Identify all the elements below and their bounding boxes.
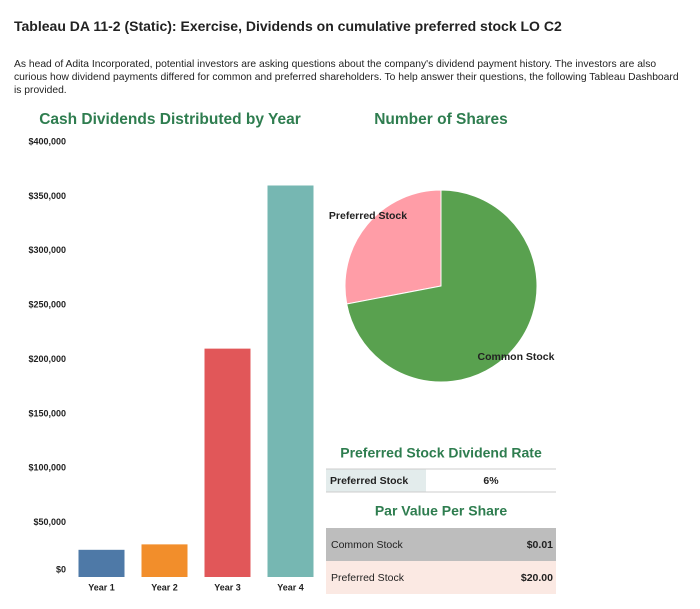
table-row [326, 561, 556, 594]
intro-text: As head of Adita Incorporated, potential… [14, 59, 679, 96]
bar [78, 549, 125, 577]
table-text: Preferred Stock [331, 572, 405, 584]
bar [204, 348, 251, 577]
pie-label: Common Stock [477, 351, 554, 363]
table-row [326, 528, 556, 561]
x-tick-label: Year 3 [214, 582, 241, 592]
y-tick-label: $150,000 [28, 408, 66, 418]
y-tick-label: $400,000 [28, 136, 66, 146]
y-tick-label: $300,000 [28, 245, 66, 255]
y-tick-label: $50,000 [33, 517, 66, 527]
pie-slice [346, 189, 538, 383]
y-tick-label: $350,000 [28, 191, 66, 201]
page-title: Tableau DA 11-2 (Static): Exercise, Divi… [14, 18, 562, 34]
table-text: 6% [483, 475, 499, 487]
table-text: Common Stock [331, 539, 404, 551]
table-text: Preferred Stock [330, 475, 408, 487]
chart-title: Number of Shares [374, 111, 508, 128]
y-tick-label: $0 [56, 564, 66, 574]
bar [141, 544, 188, 577]
table-title: Preferred Stock Dividend Rate [340, 445, 542, 461]
table-text: $0.01 [527, 539, 553, 551]
x-tick-label: Year 2 [151, 582, 178, 592]
y-tick-label: $100,000 [28, 463, 66, 473]
x-tick-label: Year 1 [88, 582, 115, 592]
pie-label: Preferred Stock [329, 210, 407, 222]
table-title: Par Value Per Share [375, 503, 508, 519]
y-tick-label: $200,000 [28, 354, 66, 364]
chart-title: Cash Dividends Distributed by Year [39, 111, 301, 128]
pie-slice [344, 189, 442, 305]
table-text: $20.00 [521, 572, 553, 584]
x-tick-label: Year 4 [277, 582, 304, 592]
table-cell [326, 469, 426, 492]
y-tick-label: $250,000 [28, 300, 66, 310]
bar [267, 185, 314, 577]
